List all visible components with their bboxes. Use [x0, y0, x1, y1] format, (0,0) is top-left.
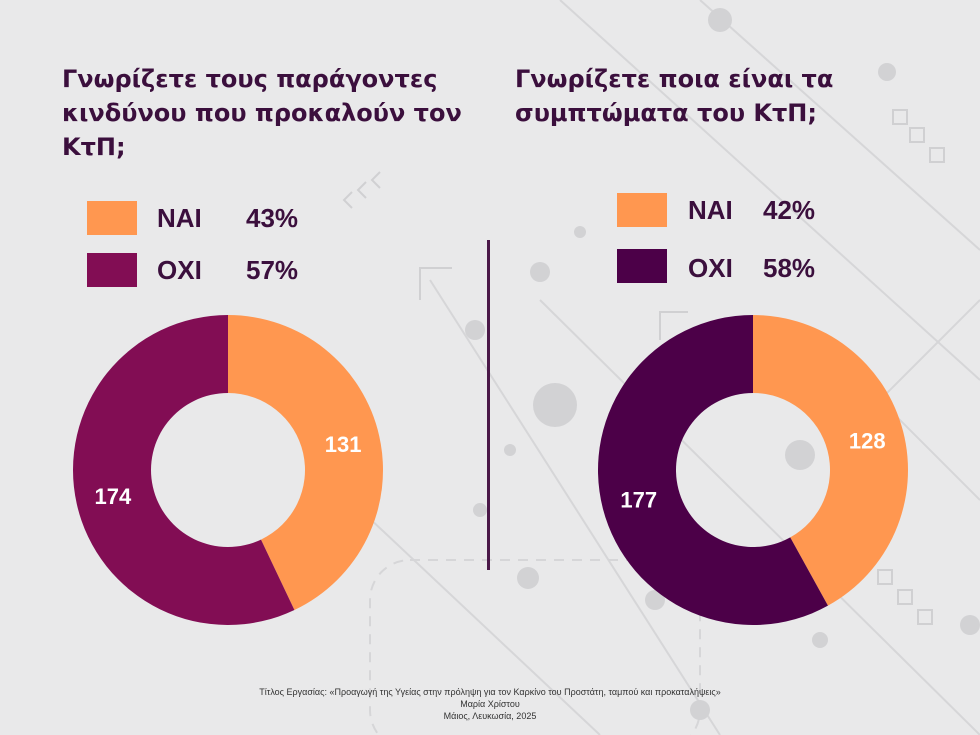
data-label-nai-right: 128	[849, 429, 886, 454]
legend-percent-nai-right: 42%	[763, 195, 816, 225]
footer-date: Μάιος, Λευκωσία, 2025	[443, 711, 537, 721]
right-chart-title: Γνωρίζετε ποια είναι τα συμπτώματα του Κ…	[515, 65, 834, 127]
legend-swatch-oxi-right	[617, 249, 667, 283]
donut-slice-oxi-left	[72, 315, 295, 625]
donut-slice-nai-right	[753, 315, 909, 606]
data-label-nai-left: 131	[325, 432, 362, 457]
legend-swatch-nai-left	[87, 201, 137, 235]
center-divider	[487, 240, 490, 570]
data-label-oxi-right: 177	[620, 487, 657, 512]
footer-author: Μαρία Χρίστου	[460, 699, 520, 709]
data-label-oxi-left: 174	[95, 484, 132, 509]
legend-label-oxi-left: ΟΧΙ	[157, 255, 202, 285]
legend-label-nai-right: ΝΑΙ	[688, 195, 733, 225]
footer-title: Τίτλος Εργασίας: «Προαγωγή της Υγείας στ…	[259, 687, 721, 697]
left-chart-title: Γνωρίζετε τους παράγοντες κινδύνου που π…	[62, 65, 462, 161]
legend-percent-nai-left: 43%	[246, 203, 299, 233]
legend-swatch-oxi-left	[87, 253, 137, 287]
legend-label-oxi-right: ΟΧΙ	[688, 253, 733, 283]
donut-slice-oxi-right	[598, 315, 828, 625]
legend-percent-oxi-left: 57%	[246, 255, 299, 285]
donut-chart-left: 131 174	[72, 315, 383, 625]
legend-label-nai-left: ΝΑΙ	[157, 203, 202, 233]
legend-percent-oxi-right: 58%	[763, 253, 816, 283]
legend-swatch-nai-right	[617, 193, 667, 227]
donut-chart-right: 128 177	[598, 315, 909, 625]
donut-slice-nai-left	[228, 315, 383, 611]
